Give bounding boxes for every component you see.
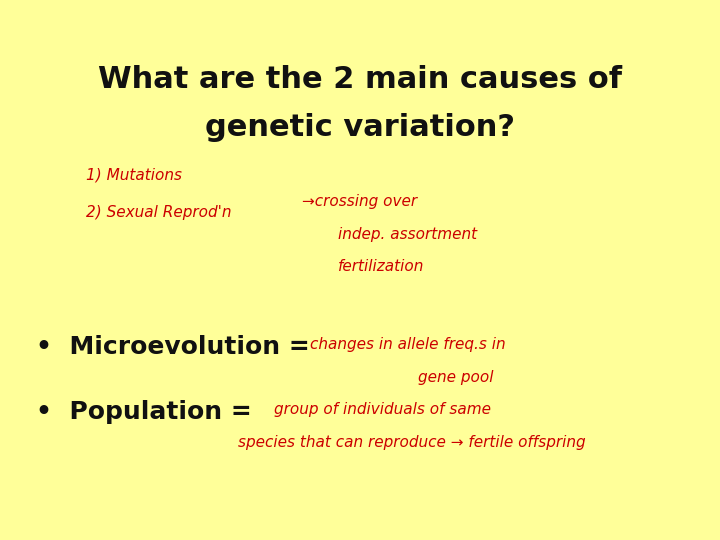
Text: species that can reproduce → fertile offspring: species that can reproduce → fertile off… [238, 435, 585, 450]
Text: 2) Sexual Reprod'n: 2) Sexual Reprod'n [86, 205, 232, 220]
Text: →crossing over: →crossing over [302, 194, 418, 210]
Text: genetic variation?: genetic variation? [205, 113, 515, 143]
Text: •  Population =: • Population = [36, 400, 252, 423]
Text: gene pool: gene pool [418, 370, 493, 385]
Text: What are the 2 main causes of: What are the 2 main causes of [98, 65, 622, 94]
Text: changes in allele freq.s in: changes in allele freq.s in [310, 338, 505, 353]
Text: indep. assortment: indep. assortment [338, 227, 477, 242]
Text: group of individuals of same: group of individuals of same [274, 402, 490, 417]
Text: fertilization: fertilization [338, 259, 425, 274]
Text: •  Microevolution =: • Microevolution = [36, 335, 310, 359]
Text: 1) Mutations: 1) Mutations [86, 167, 182, 183]
